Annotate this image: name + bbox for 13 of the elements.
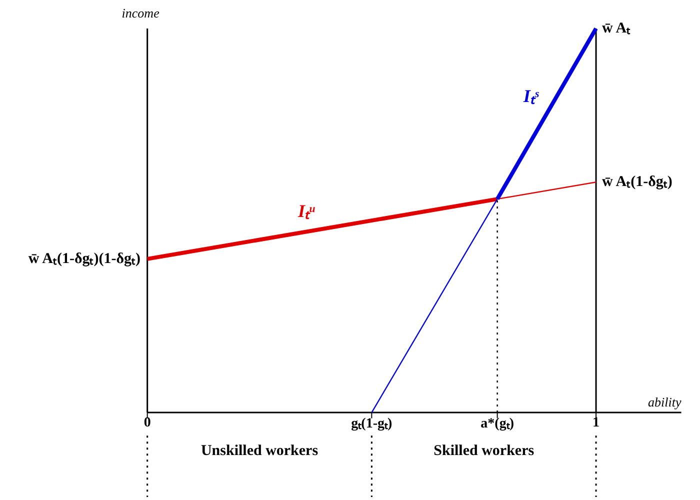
- x-tick-label: gₜ(1-gₜ): [351, 416, 393, 432]
- text: w̄ Aₜ(1-δgₜ)(1-δgₜ): [28, 250, 141, 267]
- x-tick-label: 1: [592, 416, 600, 431]
- y-axis-title: income: [122, 6, 160, 21]
- series-label: Iₜˢ: [522, 86, 540, 106]
- annotation: w̄ Aₜ(1-δgₜ): [602, 174, 672, 190]
- series-label: Iₜᵘ: [296, 200, 315, 221]
- x-axis-title: ability: [648, 394, 682, 410]
- annotation: w̄ Aₜ: [602, 20, 631, 37]
- text: Unskilled workers: [200, 442, 318, 459]
- x-tick-label: 0: [144, 416, 151, 431]
- x-tick-label: a*(gₜ): [480, 416, 514, 432]
- text: Skilled workers: [434, 442, 534, 459]
